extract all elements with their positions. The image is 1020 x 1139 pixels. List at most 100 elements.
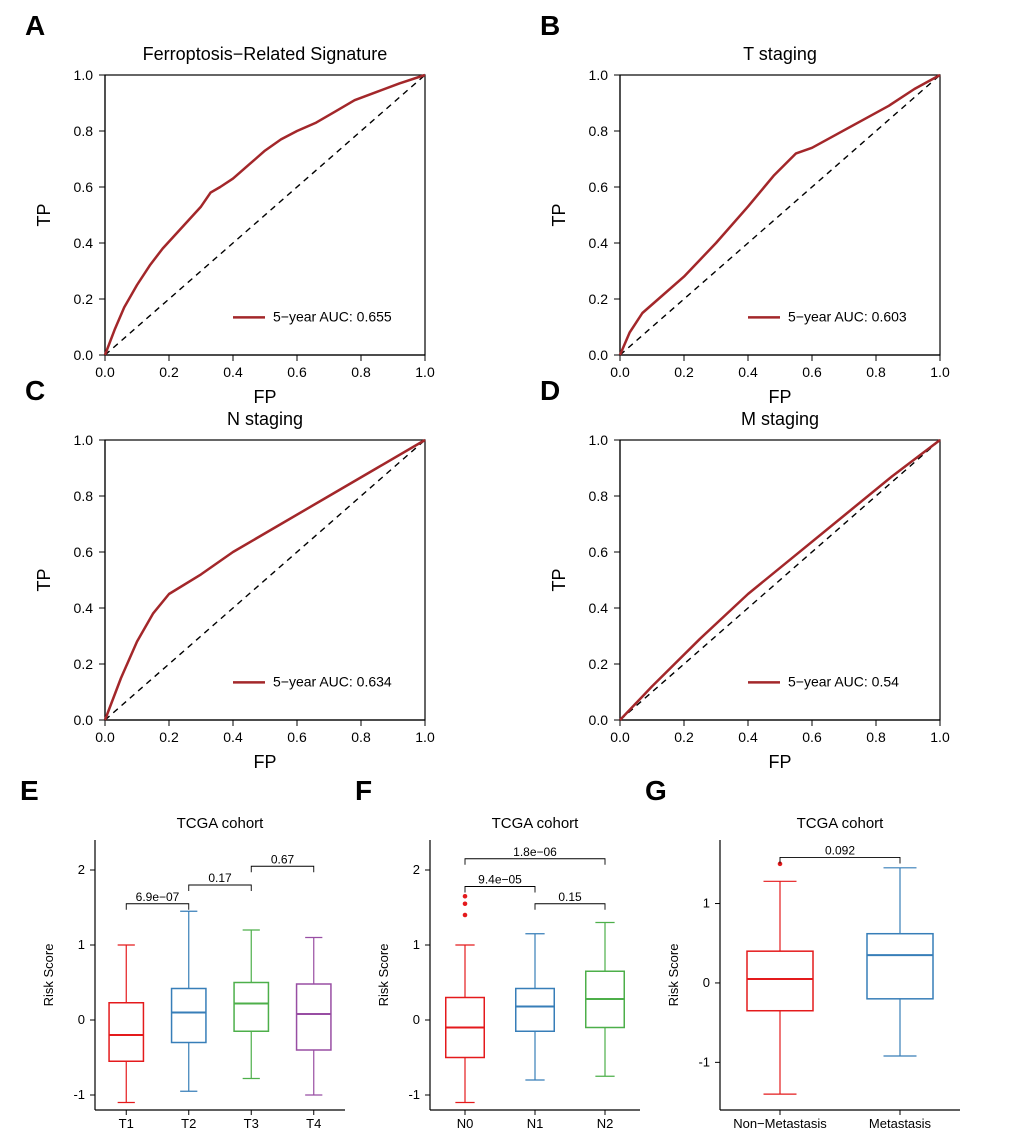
x-tick: 0.0 [95, 729, 115, 745]
box-panel-F: FTCGA cohort-1012Risk ScoreN0N1N29.4e−05… [355, 775, 640, 1131]
y-tick: -1 [73, 1087, 85, 1102]
x-tick: 0.4 [223, 729, 243, 745]
sig-bracket [189, 885, 252, 891]
y-tick: 1.0 [589, 67, 609, 83]
box [867, 934, 933, 999]
outlier [463, 913, 468, 918]
box [172, 989, 206, 1043]
x-tick: 0.8 [866, 729, 886, 745]
x-tick: 0.2 [674, 364, 694, 380]
roc-panel-D: DM staging0.00.00.20.20.40.40.60.60.80.8… [540, 375, 950, 772]
y-tick: 0.0 [74, 347, 94, 363]
panel-letter-F: F [355, 775, 372, 806]
x-tick: 0.6 [287, 729, 307, 745]
x-tick: 0.6 [802, 364, 822, 380]
x-tick: 0.0 [95, 364, 115, 380]
y-tick: 1 [78, 937, 85, 952]
x-label: FP [768, 387, 791, 407]
x-tick: 0.0 [610, 364, 630, 380]
x-tick: 0.2 [159, 729, 179, 745]
x-tick: T3 [244, 1116, 259, 1131]
y-tick: 0.4 [589, 600, 609, 616]
y-label: Risk Score [376, 944, 391, 1007]
box-title: TCGA cohort [797, 815, 885, 832]
sig-bracket [465, 887, 535, 893]
x-tick: Non−Metastasis [733, 1116, 827, 1131]
x-tick: N2 [597, 1116, 614, 1131]
legend-label: 5−year AUC: 0.634 [273, 673, 392, 689]
x-tick: N1 [527, 1116, 544, 1131]
x-label: FP [253, 752, 276, 772]
y-tick: 0.8 [74, 123, 94, 139]
x-tick: Metastasis [869, 1116, 932, 1131]
box-title: TCGA cohort [177, 815, 265, 832]
y-tick: 1.0 [74, 432, 94, 448]
panel-letter-G: G [645, 775, 667, 806]
roc-panel-B: BT staging0.00.00.20.20.40.40.60.60.80.8… [540, 10, 950, 407]
x-tick: 0.6 [802, 729, 822, 745]
sig-label: 1.8e−06 [513, 845, 557, 859]
y-label: TP [549, 568, 569, 591]
y-tick: 0.0 [589, 712, 609, 728]
sig-label: 0.15 [558, 890, 582, 904]
x-tick: 0.2 [159, 364, 179, 380]
x-tick: 0.4 [738, 729, 758, 745]
y-tick: 1.0 [74, 67, 94, 83]
y-tick: 0.2 [74, 656, 94, 672]
y-tick: 0.8 [589, 488, 609, 504]
box [297, 984, 331, 1050]
panel-letter-D: D [540, 375, 560, 406]
roc-panel-A: AFerroptosis−Related Signature0.00.00.20… [25, 10, 435, 407]
box [516, 989, 555, 1032]
legend-label: 5−year AUC: 0.54 [788, 673, 899, 689]
y-tick: -1 [698, 1054, 710, 1069]
y-tick: 1 [703, 896, 710, 911]
y-tick: 0.6 [589, 179, 609, 195]
y-tick: 0.6 [589, 544, 609, 560]
x-tick: 0.2 [674, 729, 694, 745]
roc-title: M staging [741, 409, 819, 429]
y-tick: 0.2 [589, 291, 609, 307]
x-tick: 1.0 [930, 364, 950, 380]
x-tick: T1 [119, 1116, 134, 1131]
sig-label: 0.67 [271, 852, 295, 866]
y-tick: 0.4 [589, 235, 609, 251]
sig-label: 9.4e−05 [478, 873, 522, 887]
y-tick: 0.4 [74, 235, 94, 251]
y-tick: 0.0 [74, 712, 94, 728]
y-tick: 0 [413, 1012, 420, 1027]
x-tick: 1.0 [930, 729, 950, 745]
x-tick: 0.8 [351, 729, 371, 745]
y-tick: 2 [413, 862, 420, 877]
x-tick: N0 [457, 1116, 474, 1131]
box [109, 1003, 143, 1062]
y-label: Risk Score [666, 944, 681, 1007]
x-tick: 0.4 [223, 364, 243, 380]
x-label: FP [253, 387, 276, 407]
legend-label: 5−year AUC: 0.655 [273, 308, 392, 324]
outlier [463, 894, 468, 899]
sig-bracket [780, 857, 900, 863]
y-tick: 0.0 [589, 347, 609, 363]
sig-bracket [535, 904, 605, 910]
y-tick: 0.8 [589, 123, 609, 139]
y-tick: 2 [78, 862, 85, 877]
y-tick: 1.0 [589, 432, 609, 448]
y-label: TP [34, 568, 54, 591]
x-label: FP [768, 752, 791, 772]
x-tick: 0.0 [610, 729, 630, 745]
y-tick: 1 [413, 937, 420, 952]
x-tick: 1.0 [415, 729, 435, 745]
y-tick: 0.8 [74, 488, 94, 504]
roc-panel-C: CN staging0.00.00.20.20.40.40.60.60.80.8… [25, 375, 435, 772]
y-label: Risk Score [41, 944, 56, 1007]
box-panel-G: GTCGA cohort-101Risk ScoreNon−Metastasis… [645, 775, 960, 1131]
box-title: TCGA cohort [492, 815, 580, 832]
y-tick: 0.2 [74, 291, 94, 307]
panel-letter-A: A [25, 10, 45, 41]
x-tick: 0.6 [287, 364, 307, 380]
sig-bracket [126, 904, 189, 910]
sig-label: 0.17 [208, 871, 232, 885]
x-tick: 0.8 [351, 364, 371, 380]
sig-bracket [251, 866, 314, 872]
